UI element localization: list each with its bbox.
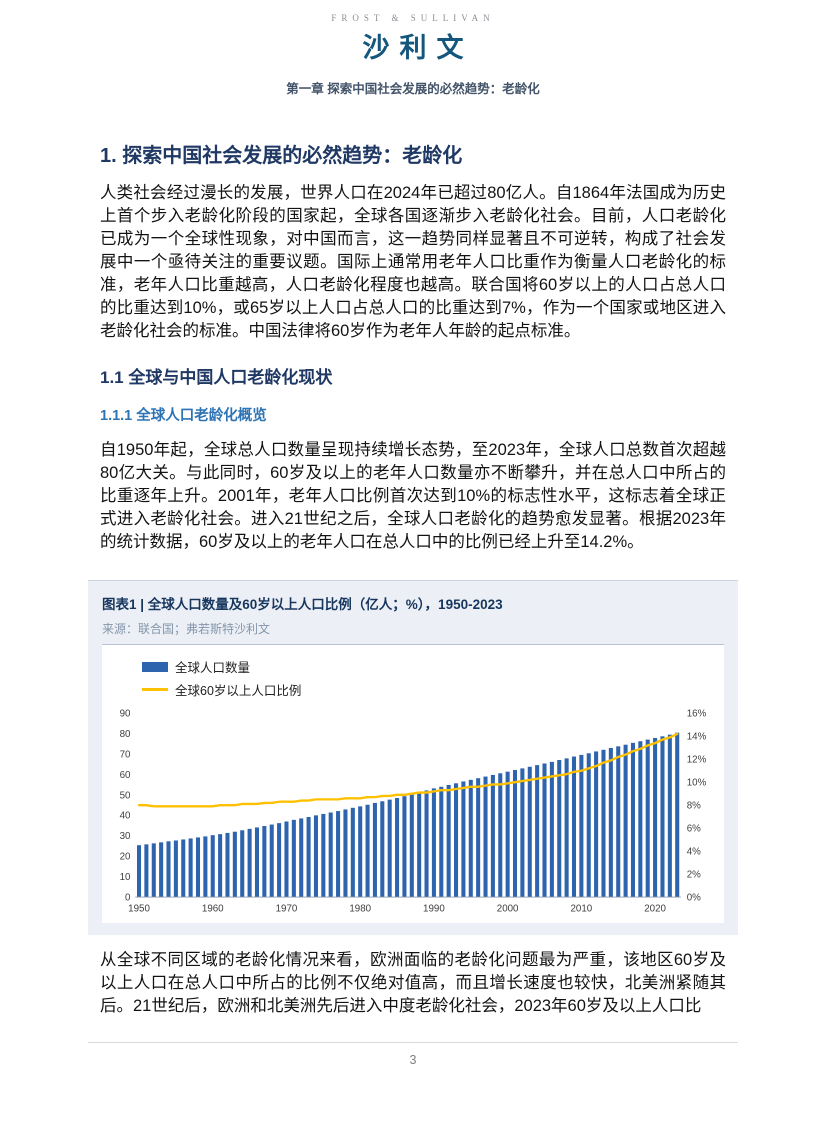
chart-legend: 全球人口数量 全球60岁以上人口比例 <box>142 657 720 699</box>
svg-text:1980: 1980 <box>349 904 371 915</box>
svg-text:16%: 16% <box>687 709 707 720</box>
legend-label-ratio: 全球60岁以上人口比例 <box>175 684 302 698</box>
svg-text:2020: 2020 <box>644 904 666 915</box>
svg-text:30: 30 <box>120 831 131 842</box>
svg-text:40: 40 <box>120 811 131 822</box>
legend-item-population: 全球人口数量 <box>142 657 720 676</box>
paragraph-regional: 从全球不同区域的老龄化情况来看，欧洲面临的老龄化问题最为严重，该地区60岁及以上… <box>100 951 726 1015</box>
page-footer: 3 <box>88 1042 738 1067</box>
svg-text:2%: 2% <box>687 870 701 881</box>
chapter-title: 1. 探索中国社会发展的必然趋势：老龄化 <box>100 145 463 167</box>
svg-text:12%: 12% <box>687 755 707 766</box>
svg-text:8%: 8% <box>687 801 701 812</box>
svg-text:2010: 2010 <box>570 904 592 915</box>
figure-1-chart-box: 图表1 | 全球人口数量及60岁以上人口比例（亿人；%），1950-2023 来… <box>88 580 738 935</box>
legend-item-ratio: 全球60岁以上人口比例 <box>142 680 720 699</box>
svg-text:1990: 1990 <box>423 904 445 915</box>
chart-area: 全球人口数量 全球60岁以上人口比例 0 10 20 30 40 50 60 70 80 90 0%… <box>102 645 724 923</box>
paragraph-intro: 人类社会经过漫长的发展，世界人口在2024年已超过80亿人。自1864年法国成为… <box>100 184 726 340</box>
page-header: FROST & SULLIVAN 沙利文 第一章 探索中国社会发展的必然趋势：老… <box>88 13 738 97</box>
section-1-1-1-title: 1.1.1 全球人口老龄化概览 <box>100 408 267 424</box>
svg-text:4%: 4% <box>687 847 701 858</box>
logo-english-text: FROST & SULLIVAN <box>331 13 495 23</box>
svg-text:60: 60 <box>120 770 131 781</box>
running-chapter-header: 第一章 探索中国社会发展的必然趋势：老龄化 <box>286 82 540 96</box>
svg-text:1950: 1950 <box>128 904 150 915</box>
svg-text:90: 90 <box>120 709 131 720</box>
svg-text:1960: 1960 <box>202 904 224 915</box>
legend-label-population: 全球人口数量 <box>175 661 251 675</box>
svg-text:70: 70 <box>120 750 131 761</box>
footer-divider <box>88 1042 738 1043</box>
section-1-1-title: 1.1 全球与中国人口老龄化现状 <box>100 368 333 387</box>
page-number: 3 <box>409 1053 417 1067</box>
svg-text:0%: 0% <box>687 892 701 903</box>
paragraph-global-aging: 自1950年起，全球总人口数量呈现持续增长态势，至2023年，全球人口总数首次超… <box>100 441 726 551</box>
figure-title: 图表1 | 全球人口数量及60岁以上人口比例（亿人；%），1950-2023 <box>102 597 503 612</box>
logo-chinese-text: 沙利文 <box>362 33 474 63</box>
svg-text:80: 80 <box>120 729 131 740</box>
svg-text:1970: 1970 <box>276 904 298 915</box>
svg-text:0: 0 <box>125 892 131 903</box>
svg-text:20: 20 <box>120 852 131 863</box>
svg-text:10: 10 <box>120 872 131 883</box>
bar-series-swatch <box>142 661 168 672</box>
svg-text:10%: 10% <box>687 778 707 789</box>
line-series-swatch <box>142 688 168 691</box>
svg-text:14%: 14% <box>687 732 707 743</box>
figure-source: 来源：联合国；弗若斯特沙利文 <box>102 620 724 645</box>
frost-sullivan-logo: FROST & SULLIVAN 沙利文 <box>88 13 738 65</box>
population-aging-chart: 0 10 20 30 40 50 60 70 80 90 0% 2% 4% 6% 8% 10% 12% 14% 16… <box>120 709 707 915</box>
svg-text:2000: 2000 <box>497 904 519 915</box>
page-content: 1. 探索中国社会发展的必然趋势：老龄化 人类社会经过漫长的发展，世界人口在20… <box>88 139 738 1018</box>
svg-text:6%: 6% <box>687 824 701 835</box>
svg-text:50: 50 <box>120 790 131 801</box>
